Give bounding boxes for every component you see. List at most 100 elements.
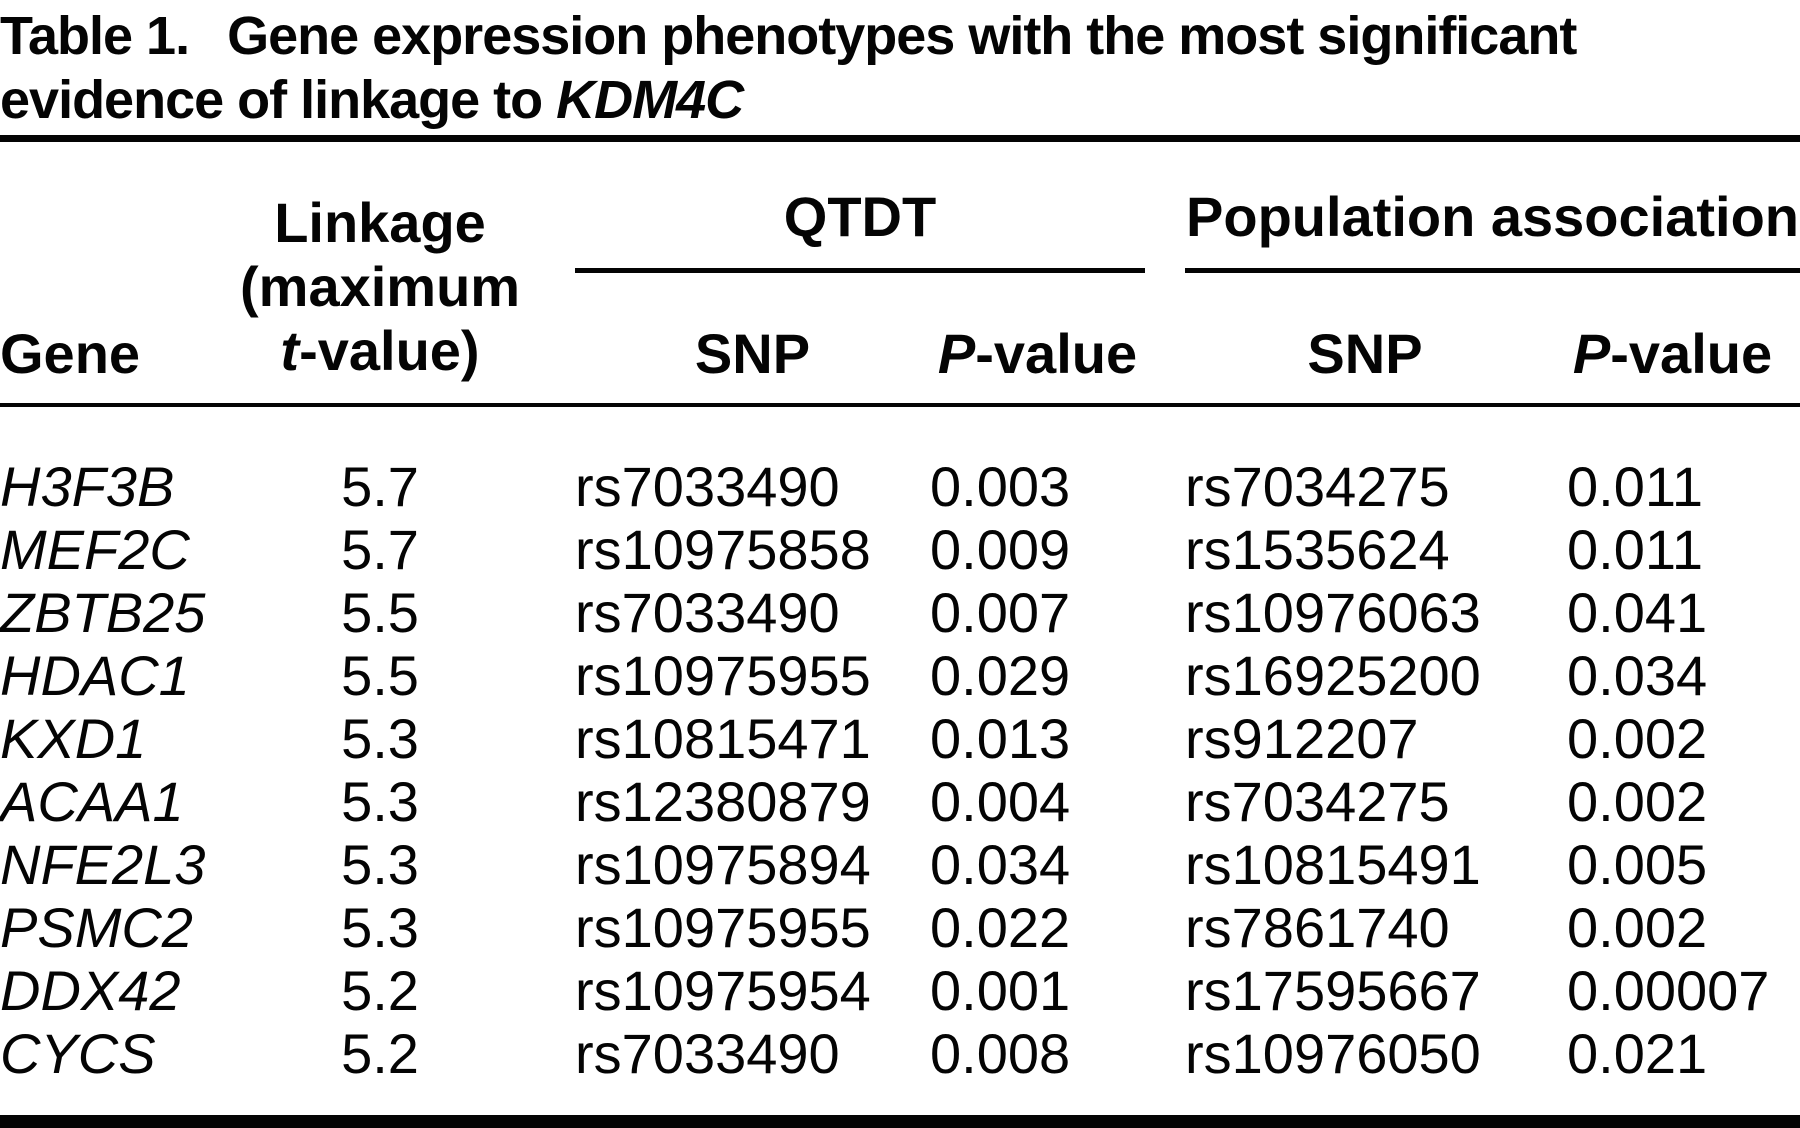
qtdt-pvalue-cell: 0.022 <box>930 896 1071 959</box>
group-header-population: Population association <box>1186 185 1799 248</box>
qtdt-pvalue-cell: 0.034 <box>930 833 1071 896</box>
qtdt-pvalue-cell: 0.007 <box>930 581 1071 644</box>
table-caption: Table 1. Gene expression phenotypes with … <box>0 0 1800 135</box>
pop-snp-cell: rs1535624 <box>1185 518 1450 581</box>
qtdt-pvalue-cell: 0.009 <box>930 518 1071 581</box>
qtdt-pvalue-cell: 0.029 <box>930 644 1071 707</box>
linkage-cell: 5.7 <box>341 518 419 581</box>
linkage-header-line3: t-value) <box>280 319 480 382</box>
table-caption-text-2: evidence of linkage to <box>0 70 543 130</box>
qtdt-column-group: QTDT SNP P-value <box>575 142 1145 403</box>
qtdt-spanner-rule <box>575 268 1145 273</box>
pop-pvalue-cell: 0.002 <box>1567 707 1708 770</box>
qtdt-pvalue-cell: 0.013 <box>930 707 1071 770</box>
linkage-cell: 5.3 <box>341 896 419 959</box>
pop-snp-cell: rs7034275 <box>1185 770 1450 833</box>
qtdt-snp-cell: rs10975858 <box>575 518 871 581</box>
linkage-cell: 5.3 <box>341 770 419 833</box>
qtdt-snp-cell: rs7033490 <box>575 1022 840 1085</box>
table-row: NFE2L3 5.3 rs10975894 0.034 rs10815491 0… <box>0 833 1800 896</box>
pop-snp-cell: rs912207 <box>1185 707 1419 770</box>
gene-cell: ACAA1 <box>0 770 184 833</box>
pop-pvalue-cell: 0.002 <box>1567 770 1708 833</box>
table-row: DDX42 5.2 rs10975954 0.001 rs17595667 0.… <box>0 959 1800 1022</box>
table-body: H3F3B 5.7 rs7033490 0.003 rs7034275 0.01… <box>0 407 1800 1085</box>
column-header-pop-snp: SNP <box>1307 322 1423 385</box>
top-rule <box>0 135 1800 142</box>
population-spanner-rule <box>1185 268 1800 273</box>
group-header-qtdt: QTDT <box>783 185 937 248</box>
table-row: H3F3B 5.7 rs7033490 0.003 rs7034275 0.01… <box>0 455 1800 518</box>
linkage-cell: 5.5 <box>341 644 419 707</box>
table-caption-gene-name: KDM4C <box>556 70 744 130</box>
pop-pvalue-cell: 0.011 <box>1567 518 1703 581</box>
table-caption-line2: evidence of linkage to KDM4C <box>0 68 1800 132</box>
pop-snp-cell: rs7034275 <box>1185 455 1450 518</box>
table-row: KXD1 5.3 rs10815471 0.013 rs912207 0.002 <box>0 707 1800 770</box>
table-row: HDAC1 5.5 rs10975955 0.029 rs16925200 0.… <box>0 644 1800 707</box>
table-header: Gene Linkage (maximum t-value) QTDT SNP … <box>0 142 1800 403</box>
qtdt-snp-cell: rs10975894 <box>575 833 871 896</box>
qtdt-pvalue-cell: 0.004 <box>930 770 1071 833</box>
column-header-pop-pvalue: P-value <box>1572 322 1773 385</box>
gene-cell: NFE2L3 <box>0 833 206 896</box>
pop-snp-cell: rs10976063 <box>1185 581 1481 644</box>
qtdt-snp-cell: rs10975955 <box>575 896 871 959</box>
linkage-header-line2: (maximum <box>240 255 521 318</box>
pop-pvalue-cell: 0.041 <box>1567 581 1708 644</box>
pop-pvalue-cell: 0.011 <box>1567 455 1703 518</box>
gene-cell: PSMC2 <box>0 896 193 959</box>
linkage-cell: 5.3 <box>341 707 419 770</box>
linkage-cell: 5.2 <box>341 959 419 1022</box>
column-header-qtdt-snp: SNP <box>694 322 811 385</box>
qtdt-pvalue-cell: 0.003 <box>930 455 1071 518</box>
pop-snp-cell: rs7861740 <box>1185 896 1450 959</box>
linkage-cell: 5.3 <box>341 833 419 896</box>
bottom-rule <box>0 1115 1800 1128</box>
pop-snp-cell: rs16925200 <box>1185 644 1481 707</box>
pop-pvalue-cell: 0.00007 <box>1567 959 1770 1022</box>
pop-snp-cell: rs17595667 <box>1185 959 1481 1022</box>
linkage-cell: 5.2 <box>341 1022 419 1085</box>
table-caption-text: Gene expression phenotypes with the most… <box>227 6 1577 66</box>
population-subheaders: SNP P-value <box>1185 273 1800 403</box>
table-row: ACAA1 5.3 rs12380879 0.004 rs7034275 0.0… <box>0 770 1800 833</box>
linkage-cell: 5.5 <box>341 581 419 644</box>
population-column-group: Population association SNP P-value <box>1185 142 1800 403</box>
column-header-qtdt-pvalue: P-value <box>937 322 1138 385</box>
qtdt-snp-cell: rs10815471 <box>575 707 871 770</box>
gene-cell: DDX42 <box>0 959 181 1022</box>
pop-snp-cell: rs10976050 <box>1185 1022 1481 1085</box>
table-number-label: Table 1. <box>0 6 190 66</box>
qtdt-snp-cell: rs10975954 <box>575 959 871 1022</box>
qtdt-snp-cell: rs12380879 <box>575 770 871 833</box>
gene-cell: CYCS <box>0 1022 156 1085</box>
table-row: MEF2C 5.7 rs10975858 0.009 rs1535624 0.0… <box>0 518 1800 581</box>
header-rule <box>0 403 1800 407</box>
pop-pvalue-cell: 0.034 <box>1567 644 1708 707</box>
column-header-linkage: Linkage (maximum t-value) <box>240 191 520 403</box>
pop-pvalue-cell: 0.005 <box>1567 833 1708 896</box>
gene-cell: KXD1 <box>0 707 147 770</box>
gene-cell: MEF2C <box>0 518 190 581</box>
table-row: PSMC2 5.3 rs10975955 0.022 rs7861740 0.0… <box>0 896 1800 959</box>
pop-pvalue-cell: 0.021 <box>1567 1022 1708 1085</box>
qtdt-snp-cell: rs7033490 <box>575 455 840 518</box>
gene-cell: ZBTB25 <box>0 581 206 644</box>
pop-snp-cell: rs10815491 <box>1185 833 1481 896</box>
gene-cell: H3F3B <box>0 455 175 518</box>
qtdt-pvalue-cell: 0.001 <box>930 959 1071 1022</box>
linkage-header-line1: Linkage <box>274 191 486 254</box>
gene-cell: HDAC1 <box>0 644 190 707</box>
table-row: ZBTB25 5.5 rs7033490 0.007 rs10976063 0.… <box>0 581 1800 644</box>
table-row: CYCS 5.2 rs7033490 0.008 rs10976050 0.02… <box>0 1022 1800 1085</box>
linkage-cell: 5.7 <box>341 455 419 518</box>
table-caption-line1: Table 1. Gene expression phenotypes with … <box>0 4 1800 68</box>
qtdt-pvalue-cell: 0.008 <box>930 1022 1071 1085</box>
qtdt-snp-cell: rs7033490 <box>575 581 840 644</box>
pop-pvalue-cell: 0.002 <box>1567 896 1708 959</box>
qtdt-subheaders: SNP P-value <box>575 273 1145 403</box>
column-header-gene: Gene <box>0 322 141 385</box>
qtdt-snp-cell: rs10975955 <box>575 644 871 707</box>
